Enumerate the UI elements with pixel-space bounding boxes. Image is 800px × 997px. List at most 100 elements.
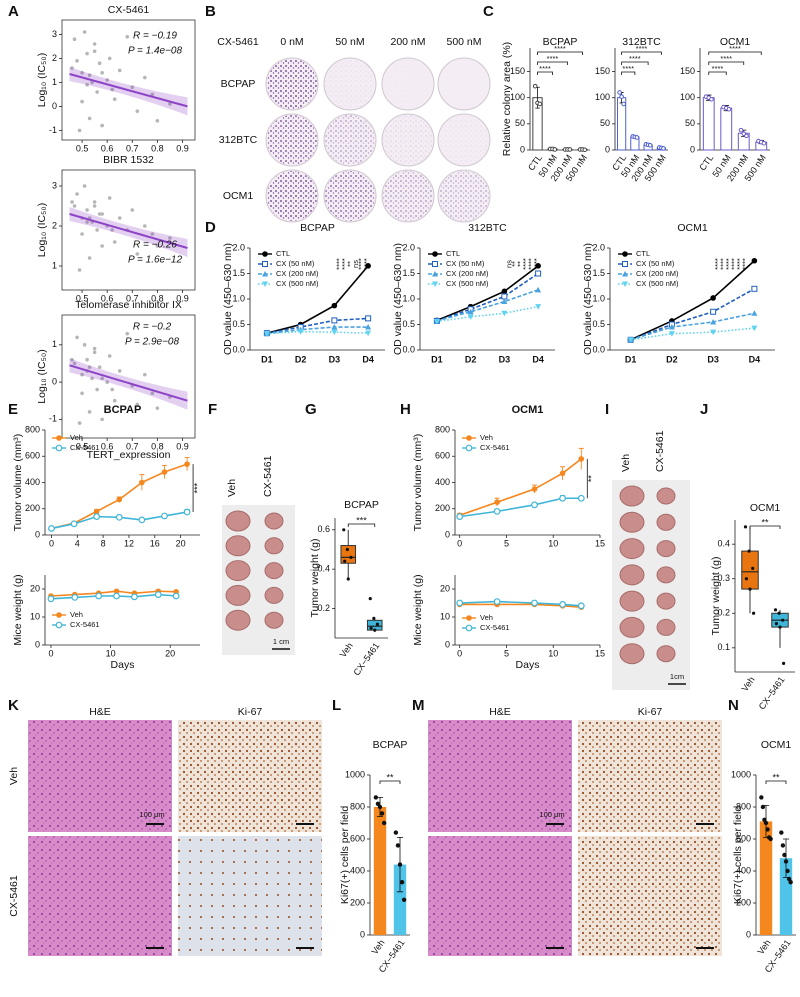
- chart-title: BIBR 1532: [103, 154, 154, 166]
- fit-line: [69, 213, 188, 249]
- marker: [432, 251, 438, 257]
- y-tick-label: 50: [600, 118, 610, 128]
- marker: [131, 593, 138, 601]
- marker: [262, 251, 268, 257]
- stat-label: P = 1.6e−12: [128, 255, 183, 266]
- y-tick-label: 150: [595, 66, 610, 76]
- scatter-point: [92, 200, 97, 204]
- marker: [115, 513, 123, 521]
- significance-label: ns: [504, 260, 513, 268]
- significance-label: ****: [539, 64, 551, 73]
- scatter-point: [92, 350, 97, 355]
- scatter-point: [72, 361, 77, 366]
- y-tick-label: 0: [360, 929, 365, 939]
- x-tick-label: 0.8: [151, 441, 164, 451]
- scatter-point: [100, 417, 104, 422]
- x-axis-label: TERT_expression: [87, 449, 171, 461]
- data-point: [401, 897, 407, 902]
- data-point: [780, 843, 786, 848]
- scatter-point: [90, 376, 94, 381]
- significance-label: ****: [532, 258, 541, 270]
- y-tick-label: 1.5: [592, 268, 605, 278]
- chart-title: OCM1: [720, 36, 750, 48]
- bar: [373, 807, 387, 935]
- y-tick-label: 1000: [345, 769, 365, 779]
- x-tick-label: 5: [504, 538, 509, 548]
- data-point: [395, 843, 401, 848]
- significance-label: ****: [636, 44, 648, 53]
- scatter-point: [110, 228, 114, 232]
- data-point: [763, 820, 769, 826]
- plate-colonies: [439, 171, 489, 221]
- x-tick-label: 0.8: [151, 143, 164, 153]
- plate-colonies: [383, 59, 433, 109]
- tumor: [656, 618, 676, 636]
- marker: [262, 261, 268, 267]
- y-tick-label: 0.5: [592, 319, 605, 329]
- y-tick-label: 0: [445, 529, 450, 539]
- significance-label: ****: [340, 258, 349, 270]
- x-tick-label: CX−5461: [351, 641, 381, 678]
- data-point: [537, 101, 543, 107]
- marker: [433, 318, 440, 325]
- tumor: [656, 513, 676, 531]
- marker: [93, 508, 100, 515]
- legend-label: CX-5461: [70, 443, 100, 452]
- legend-label: CX (200 nM): [636, 269, 679, 278]
- data-point: [785, 868, 790, 874]
- bar: [702, 97, 715, 151]
- y-tick-label: 0: [690, 144, 695, 154]
- significance-label: ***: [192, 482, 202, 493]
- significance-label: ****: [720, 54, 732, 63]
- chart-title: OCM1: [761, 739, 791, 751]
- significance-bracket: [379, 780, 401, 784]
- tumor: [656, 566, 676, 584]
- x-tick-label: 0.6: [101, 441, 114, 451]
- data-point: [783, 859, 789, 864]
- marker: [577, 494, 585, 502]
- scatter-point: [110, 87, 114, 92]
- marker: [465, 624, 473, 632]
- row-label: OCM1: [223, 190, 253, 202]
- scatter-point: [95, 387, 99, 392]
- marker: [55, 444, 63, 452]
- scale-label: 100 μm: [539, 810, 564, 819]
- y-axis-label: Log₁₀ (IC₅₀): [36, 203, 48, 257]
- significance-label: ****: [521, 258, 530, 270]
- significance-bracket: [765, 780, 787, 784]
- marker: [56, 612, 62, 618]
- y-tick-label: 0: [520, 144, 525, 154]
- y-axis-label: OD value (450–630 nm): [392, 243, 404, 355]
- data-point: [759, 795, 764, 800]
- y-tick-label: 600: [350, 833, 365, 843]
- y-tick-label: 400: [350, 865, 365, 875]
- chart-title: BCPAP: [373, 739, 408, 751]
- x-tick-label: D1: [431, 354, 443, 364]
- significance-label: **: [515, 261, 524, 267]
- scatter-point: [107, 196, 112, 200]
- scatter-point: [117, 369, 122, 373]
- legend-label: CX (200 nM): [276, 269, 319, 278]
- panel-letter: M: [412, 697, 425, 714]
- data-point: [349, 555, 353, 559]
- x-tick-label: 0.8: [151, 293, 164, 303]
- y-tick-label: 800: [435, 424, 450, 434]
- tumor: [619, 538, 645, 560]
- data-point: [782, 852, 787, 858]
- scatter-point: [135, 109, 140, 113]
- scatter-point: [97, 61, 102, 65]
- y-tick-label: 10: [440, 611, 450, 621]
- significance-label: ****: [735, 258, 744, 270]
- stat-label: P = 2.9e−08: [125, 337, 180, 348]
- tumor: [656, 645, 676, 663]
- marker: [172, 592, 180, 600]
- significance-label: ****: [547, 54, 559, 63]
- scale-label: 100 μm: [139, 810, 164, 819]
- data-point: [744, 133, 749, 139]
- y-axis-label: Tumor volume (mm³): [12, 434, 24, 532]
- marker: [493, 507, 501, 515]
- marker: [467, 314, 474, 320]
- tumor: [264, 512, 284, 530]
- scatter-point: [155, 244, 160, 248]
- significance-label: ****: [526, 258, 535, 270]
